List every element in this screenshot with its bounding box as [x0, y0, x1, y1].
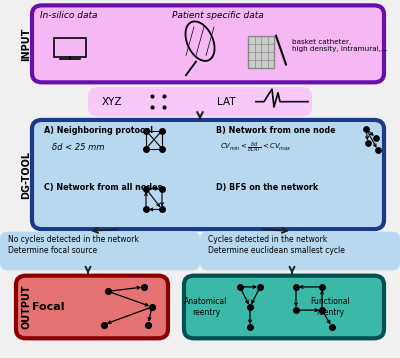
Text: LAT: LAT — [217, 97, 235, 107]
Text: $CV_{min} < \frac{\delta d}{\delta LAT} < CV_{max}$: $CV_{min} < \frac{\delta d}{\delta LAT} … — [220, 141, 292, 155]
Text: INPUT: INPUT — [21, 27, 31, 61]
Text: DG-TOOL: DG-TOOL — [21, 151, 31, 199]
Point — [375, 147, 381, 153]
Text: Anatomical
reentry: Anatomical reentry — [184, 297, 228, 317]
Point — [159, 186, 165, 192]
Text: Patient specific data: Patient specific data — [172, 11, 264, 20]
Point — [159, 128, 165, 134]
Point — [247, 304, 253, 310]
Point — [319, 307, 325, 313]
Text: XYZ: XYZ — [102, 97, 122, 107]
Point — [373, 135, 379, 141]
Point — [365, 140, 371, 146]
Point — [143, 128, 149, 134]
Text: Focal: Focal — [32, 302, 64, 312]
Point — [293, 307, 299, 313]
Point — [159, 207, 165, 212]
Text: No cycles detected in the network
Determine focal source: No cycles detected in the network Determ… — [8, 235, 139, 255]
Text: basket catheter,
high density, intramural,...: basket catheter, high density, intramura… — [292, 39, 388, 52]
Text: Functional
reentry: Functional reentry — [310, 297, 350, 317]
Point — [257, 284, 263, 290]
FancyBboxPatch shape — [88, 87, 312, 116]
Point — [293, 284, 299, 290]
Point — [319, 284, 325, 290]
Text: B) Network from one node: B) Network from one node — [216, 126, 336, 135]
Point — [141, 284, 147, 290]
Point — [329, 324, 335, 330]
Text: In-silico data: In-silico data — [40, 11, 98, 20]
FancyBboxPatch shape — [32, 120, 384, 229]
Point — [143, 146, 149, 151]
Point — [237, 284, 243, 290]
FancyBboxPatch shape — [54, 38, 86, 57]
Point — [363, 126, 369, 132]
FancyBboxPatch shape — [32, 5, 384, 82]
FancyBboxPatch shape — [248, 36, 274, 68]
Text: OUTPUT: OUTPUT — [21, 285, 31, 329]
Text: δd < 25 mm: δd < 25 mm — [52, 143, 104, 152]
Point — [247, 324, 253, 330]
FancyBboxPatch shape — [0, 232, 200, 270]
Text: C) Network from all nodes: C) Network from all nodes — [44, 183, 162, 192]
Text: D) BFS on the network: D) BFS on the network — [216, 183, 318, 192]
Point — [159, 146, 165, 151]
Point — [105, 289, 111, 294]
FancyBboxPatch shape — [200, 232, 400, 270]
Point — [143, 186, 149, 192]
Point — [149, 304, 155, 310]
Text: A) Neighboring protocol: A) Neighboring protocol — [44, 126, 153, 135]
Point — [101, 321, 107, 327]
Point — [145, 321, 151, 327]
FancyBboxPatch shape — [16, 276, 168, 338]
Point — [143, 207, 149, 212]
FancyBboxPatch shape — [184, 276, 384, 338]
Text: Cycles detected in the network
Determine euclidean smallest cycle: Cycles detected in the network Determine… — [208, 235, 345, 255]
